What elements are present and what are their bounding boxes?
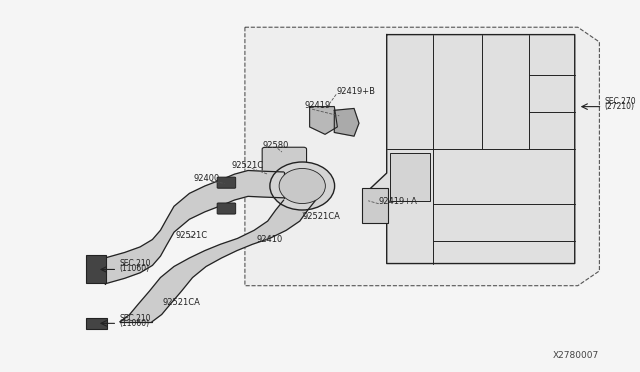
Ellipse shape [270,162,335,210]
Text: 92580: 92580 [262,141,289,150]
Text: (11060): (11060) [120,264,150,273]
Bar [362,188,388,223]
FancyBboxPatch shape [217,177,236,188]
Text: 92419+A: 92419+A [379,197,417,206]
FancyBboxPatch shape [262,147,307,190]
Text: 92521CA: 92521CA [163,298,201,307]
Polygon shape [365,35,575,263]
Text: 92400: 92400 [194,174,220,183]
Text: SEC.210: SEC.210 [120,259,151,268]
Polygon shape [245,27,600,286]
FancyBboxPatch shape [217,203,236,214]
Text: (11060): (11060) [120,319,150,328]
Bar [390,153,430,201]
Text: 92521C: 92521C [175,231,207,240]
Polygon shape [310,107,337,134]
Text: SEC.270: SEC.270 [604,97,636,106]
Text: 92521CA: 92521CA [302,212,340,221]
Polygon shape [120,200,316,322]
Text: 92410: 92410 [256,235,282,244]
Ellipse shape [279,169,325,203]
Text: X2780007: X2780007 [553,351,600,360]
Text: SEC.210: SEC.210 [120,314,151,323]
Bar [86,318,108,328]
Text: 92419: 92419 [305,102,331,110]
Text: (27210): (27210) [604,102,634,111]
Text: 92521C: 92521C [232,161,264,170]
Text: 92419+B: 92419+B [336,87,375,96]
Polygon shape [334,109,359,136]
Polygon shape [105,170,284,284]
Bar [86,256,106,283]
